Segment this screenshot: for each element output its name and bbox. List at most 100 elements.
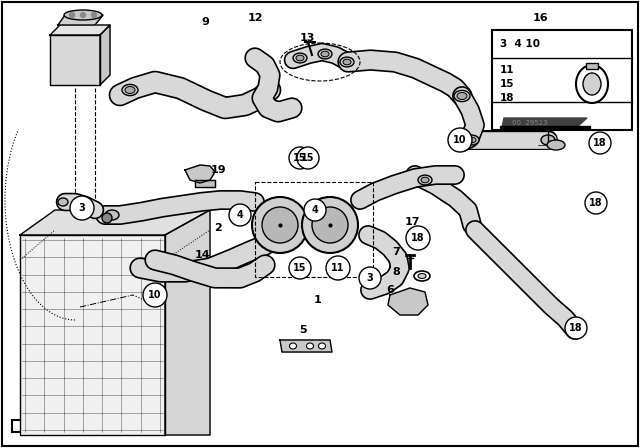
Circle shape (102, 213, 112, 223)
Circle shape (406, 226, 430, 250)
Circle shape (585, 192, 607, 214)
Circle shape (297, 147, 319, 169)
Text: 3  4 10: 3 4 10 (500, 39, 540, 49)
Text: 15: 15 (293, 153, 307, 163)
Text: 5: 5 (299, 325, 307, 335)
Text: 18: 18 (500, 93, 515, 103)
Ellipse shape (547, 140, 565, 150)
Ellipse shape (64, 10, 102, 20)
Polygon shape (500, 126, 590, 128)
Circle shape (289, 257, 311, 279)
Ellipse shape (583, 73, 601, 95)
Polygon shape (20, 210, 210, 235)
Text: 15: 15 (301, 153, 315, 163)
Text: 14: 14 (194, 250, 210, 260)
Bar (586, 63, 598, 69)
Text: 2: 2 (214, 223, 222, 233)
Bar (492, 30, 632, 130)
Text: 7: 7 (392, 247, 400, 257)
Circle shape (565, 317, 587, 339)
Text: 12: 12 (247, 13, 263, 23)
Circle shape (262, 207, 298, 243)
Ellipse shape (457, 92, 467, 99)
Polygon shape (20, 235, 165, 435)
Text: 13: 13 (300, 33, 315, 43)
Ellipse shape (122, 84, 138, 95)
Text: 8: 8 (392, 267, 400, 277)
Circle shape (81, 13, 86, 17)
Ellipse shape (414, 271, 430, 281)
Polygon shape (100, 25, 110, 85)
Polygon shape (58, 15, 103, 25)
Ellipse shape (293, 53, 307, 63)
Text: 18: 18 (569, 323, 583, 333)
Text: 9: 9 (201, 17, 209, 27)
Circle shape (289, 147, 311, 169)
Ellipse shape (465, 135, 479, 145)
Circle shape (359, 267, 381, 289)
Text: 17: 17 (404, 217, 420, 227)
Text: 1: 1 (314, 295, 322, 305)
Text: 4: 4 (237, 210, 243, 220)
Ellipse shape (76, 201, 84, 207)
Ellipse shape (418, 175, 432, 185)
Polygon shape (50, 35, 100, 85)
Polygon shape (165, 210, 210, 435)
Ellipse shape (73, 199, 87, 209)
Ellipse shape (289, 343, 296, 349)
Text: 00  29523: 00 29523 (512, 120, 548, 126)
Text: 11: 11 (332, 263, 345, 273)
Ellipse shape (58, 198, 68, 206)
Polygon shape (50, 25, 110, 35)
Text: 10: 10 (148, 290, 162, 300)
Text: 3: 3 (79, 203, 85, 213)
Ellipse shape (319, 343, 326, 349)
Ellipse shape (292, 263, 308, 274)
Ellipse shape (468, 137, 476, 143)
Ellipse shape (105, 210, 119, 220)
Ellipse shape (366, 277, 374, 283)
Text: 4: 4 (312, 205, 318, 215)
Ellipse shape (343, 59, 351, 65)
Circle shape (589, 132, 611, 154)
Circle shape (229, 204, 251, 226)
Circle shape (70, 196, 94, 220)
Polygon shape (502, 118, 587, 127)
Text: 15: 15 (293, 263, 307, 273)
Text: 10: 10 (453, 135, 467, 145)
Text: 18: 18 (593, 138, 607, 148)
Polygon shape (185, 165, 215, 183)
Ellipse shape (421, 177, 429, 183)
Polygon shape (280, 340, 332, 352)
Polygon shape (195, 180, 215, 187)
Circle shape (326, 256, 350, 280)
Text: 3: 3 (367, 273, 373, 283)
Ellipse shape (125, 86, 135, 94)
Circle shape (143, 283, 167, 307)
Ellipse shape (570, 326, 586, 338)
Text: 11: 11 (500, 65, 515, 75)
Circle shape (302, 197, 358, 253)
Text: 19: 19 (210, 165, 226, 175)
Ellipse shape (340, 57, 354, 67)
Ellipse shape (296, 55, 304, 61)
Circle shape (448, 128, 472, 152)
Ellipse shape (576, 65, 608, 103)
Ellipse shape (307, 343, 314, 349)
Text: 18: 18 (589, 198, 603, 208)
Ellipse shape (541, 135, 555, 145)
Ellipse shape (318, 49, 332, 59)
Ellipse shape (454, 90, 470, 102)
Circle shape (304, 199, 326, 221)
Circle shape (70, 13, 74, 17)
Text: 6: 6 (386, 285, 394, 295)
Polygon shape (388, 288, 428, 315)
Text: 15: 15 (500, 79, 515, 89)
Ellipse shape (295, 264, 305, 271)
Ellipse shape (418, 273, 426, 279)
Text: 16: 16 (532, 13, 548, 23)
Ellipse shape (321, 51, 329, 57)
Circle shape (252, 197, 308, 253)
Text: 18: 18 (411, 233, 425, 243)
Circle shape (312, 207, 348, 243)
